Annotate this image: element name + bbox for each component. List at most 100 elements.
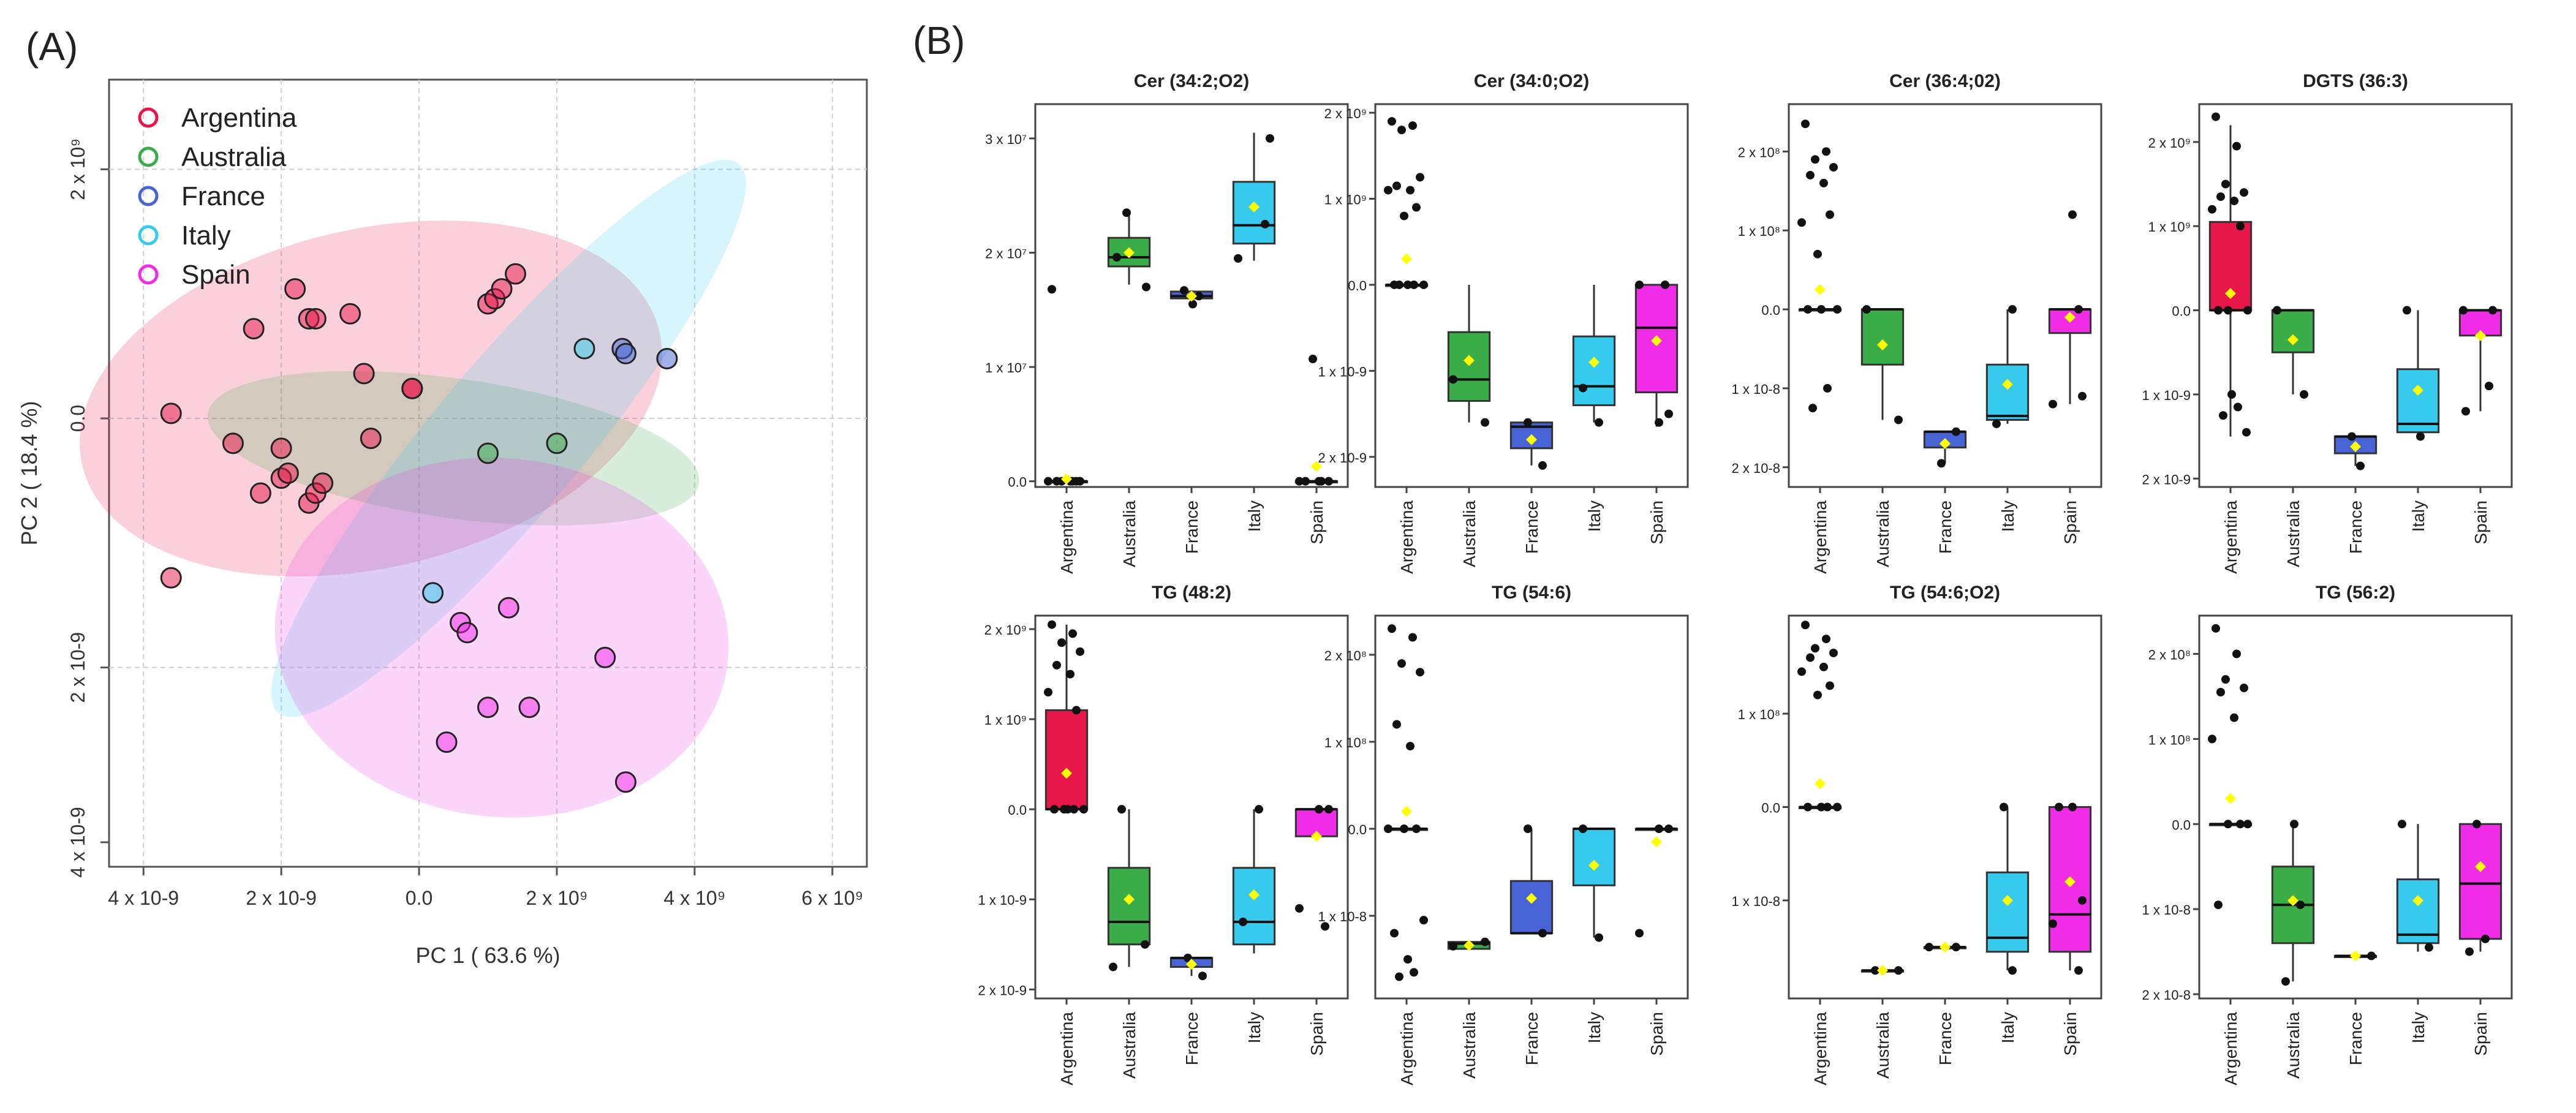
boxplot-mean-australia <box>1877 339 1888 351</box>
boxplot-mean-argentina <box>1815 284 1826 295</box>
boxplot-point-argentina <box>1811 155 1819 164</box>
pca-point-france <box>656 347 678 369</box>
boxplot-point-italy <box>2000 802 2008 812</box>
boxplot-x-tick-label: Australia <box>1120 1012 1139 1079</box>
boxplot-point-argentina <box>1072 706 1081 715</box>
boxplot-point-argentina <box>1395 280 1403 289</box>
boxplot-y-tick-label: 1 x 10⁸ <box>1738 224 1780 239</box>
boxplot-point-argentina <box>1804 802 1812 812</box>
boxplot-point-france <box>2367 951 2376 960</box>
boxplot-point-argentina <box>1804 305 1812 314</box>
boxplot-point-italy <box>1255 805 1263 814</box>
boxplot-point-italy <box>2416 432 2425 441</box>
boxplot-point-argentina <box>1408 633 1417 642</box>
boxplot-point-argentina <box>2240 684 2248 693</box>
boxplot-point-argentina <box>2232 649 2241 658</box>
pca-point-spain <box>477 696 499 719</box>
boxplot-x-tick-label: Argentina <box>1397 1012 1416 1085</box>
boxplot-x-tick-label: Spain <box>2471 500 2490 545</box>
pca-point-spain <box>497 597 519 619</box>
boxplot-point-argentina <box>1392 181 1401 191</box>
boxplot-x-tick-label: Spain <box>1307 500 1326 545</box>
boxplot-y-tick-label: 1 x 10⁸ <box>2148 732 2191 747</box>
boxplot-x-tick-label: Argentina <box>1811 1012 1830 1085</box>
boxplot-point-france <box>2347 432 2356 441</box>
boxplot-point-argentina <box>1388 117 1396 126</box>
boxplot-point-argentina <box>1072 477 1081 486</box>
pca-point-argentina <box>243 318 265 340</box>
boxplot-point-argentina <box>1412 824 1421 834</box>
pca-point-spain <box>614 771 636 793</box>
boxplot-box-italy <box>2396 878 2440 945</box>
boxplot-title: TG (54:6) <box>1492 583 1571 603</box>
boxplot-x-tick-label: Spain <box>2061 1012 2080 1056</box>
pca-point-argentina <box>222 432 244 455</box>
pca-point-argentina <box>353 363 375 385</box>
boxplot-point-argentina <box>2236 820 2245 829</box>
boxplot-x-tick-label: Italy <box>2409 500 2428 532</box>
boxplot-mean-australia <box>1124 247 1135 258</box>
boxplot-mean-spain <box>1651 335 1662 347</box>
boxplot-point-argentina <box>1397 659 1406 668</box>
pca-point-spain <box>456 622 478 644</box>
boxplot-box-france <box>1509 880 1554 934</box>
pca-x-axis-label: PC 1 ( 63.6 %) <box>415 943 560 968</box>
boxplot-point-france <box>1952 427 1960 436</box>
boxplot-point-argentina <box>1048 620 1056 629</box>
boxplot-y-tick-label: 1 x 10⁹ <box>2148 219 2191 235</box>
boxplot-point-italy <box>1595 418 1603 427</box>
boxplot-mean-italy <box>1588 357 1600 368</box>
boxplot-point-argentina <box>2212 112 2220 121</box>
boxplot-x-tick-label: France <box>1936 500 1955 554</box>
boxplot-point-australia <box>2300 390 2308 399</box>
boxplot-box-spain <box>1294 808 1339 837</box>
boxplot-y-tick-label: 1 x 10⁷ <box>985 360 1027 375</box>
boxplot-point-argentina <box>1076 647 1084 656</box>
boxplot-point-italy <box>2425 943 2433 952</box>
boxplot-point-france <box>1925 943 1933 952</box>
boxplot-point-italy <box>1261 219 1269 228</box>
boxplot-x-tick-label: Argentina <box>1057 1012 1076 1085</box>
boxplot-point-spain <box>1324 805 1333 814</box>
boxplot-title: TG (48:2) <box>1152 583 1231 603</box>
boxplot-point-argentina <box>1808 404 1817 413</box>
pca-point-spain <box>436 731 458 753</box>
boxplot-mean-australia <box>1877 965 1888 976</box>
boxplot-y-tick-label: 1 x 10⁹ <box>984 712 1027 728</box>
boxplot-point-spain <box>1664 409 1673 418</box>
boxplot-box-italy <box>1572 335 1616 407</box>
boxplot-point-argentina <box>2227 390 2236 399</box>
boxplot-point-spain <box>2078 896 2087 905</box>
boxplot-mean-spain <box>1311 461 1322 472</box>
boxplot-point-spain <box>1309 355 1317 364</box>
boxplot-point-argentina <box>1406 742 1415 751</box>
boxplot-point-spain <box>2461 407 2470 416</box>
boxplot-y-tick-label: 2 x 10-9 <box>978 983 1027 998</box>
boxplot-point-argentina <box>1817 305 1826 314</box>
boxplot-point-spain <box>1661 280 1669 289</box>
boxplot-x-tick-label: Italy <box>1585 500 1604 532</box>
boxplot-point-italy <box>1266 134 1274 143</box>
boxplot-point-argentina <box>1826 210 1834 219</box>
pca-legend-swatch-france <box>138 186 159 206</box>
boxplot-mean-france <box>2350 950 2361 962</box>
boxplot-point-argentina <box>1063 805 1072 814</box>
boxplot-x-tick-label: Italy <box>1998 1012 2017 1043</box>
boxplot-point-spain <box>2055 802 2063 812</box>
boxplot-point-argentina <box>1823 802 1832 812</box>
boxplot-point-argentina <box>1819 178 1828 187</box>
boxplot-x-tick-label: Australia <box>1873 1012 1892 1079</box>
boxplot-box-tg-54-6: TG (54:6) 2 x 10⁸ 1 x 10⁸ 0.0 1 x 10-8 Argent… <box>1318 583 1689 1085</box>
boxplot-point-argentina <box>1408 121 1417 130</box>
boxplot-y-tick-label: 2 x 10⁷ <box>985 246 1027 262</box>
boxplot-box-dgts-36-3: DGTS (36:3) 2 x 10⁹ 1 x 10⁹ 0.0 1 x 10-9 2 x … <box>2142 71 2513 574</box>
boxplot-x-tick-label: Spain <box>1307 1012 1326 1056</box>
pca-point-spain <box>518 696 540 719</box>
boxplot-mean-argentina <box>1815 778 1826 790</box>
boxplot-point-argentina <box>2221 179 2230 189</box>
pca-x-tick-label: 0.0 <box>406 887 432 909</box>
boxplot-point-argentina <box>1066 670 1075 679</box>
boxplot-mean-france <box>1940 438 1951 450</box>
boxplot-y-tick-label: 1 x 10-8 <box>1318 909 1367 924</box>
